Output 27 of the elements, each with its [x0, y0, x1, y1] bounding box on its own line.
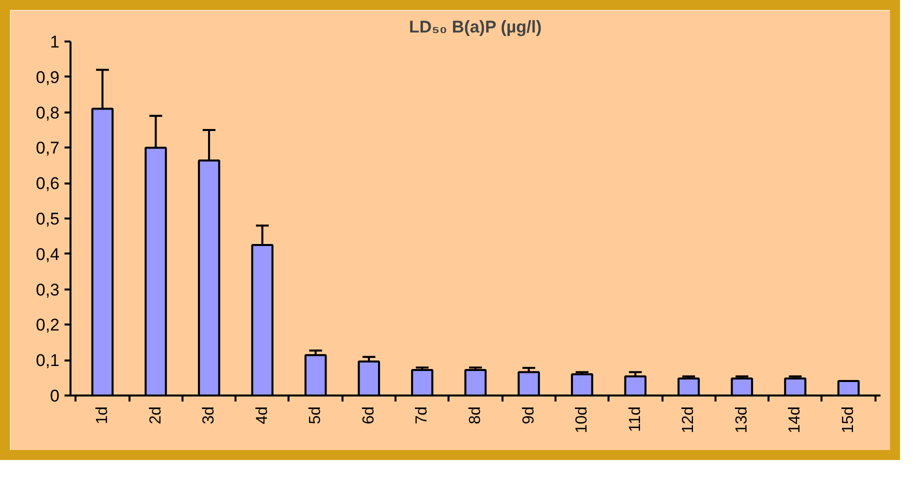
y-tick-label: 0,7	[36, 138, 60, 158]
y-tick-label: 0,6	[36, 174, 60, 194]
y-tick-label: 0,2	[36, 316, 60, 335]
y-tick-label: 0,8	[36, 103, 60, 122]
y-tick-label: 0,3	[36, 280, 60, 300]
x-tick-label: 9d	[520, 406, 538, 424]
x-tick-label: 10d	[574, 406, 591, 434]
x-tick-label: 11d	[626, 406, 644, 432]
x-tick-label: 5d	[307, 406, 324, 424]
y-tick-label: 0,4	[36, 244, 60, 264]
y-tick-label: 0,9	[36, 68, 60, 87]
x-tick-label: 13d	[733, 406, 750, 434]
x-tick-label: 12d	[680, 406, 698, 434]
x-tick-label: 8d	[467, 406, 484, 424]
x-tick-label: 6d	[360, 406, 378, 424]
y-tick-label: 0	[50, 386, 60, 406]
x-tick-label: 3d	[200, 406, 218, 424]
y-tick-label: 1	[50, 32, 60, 52]
x-tick-label: 2d	[147, 406, 164, 424]
chart-title: LD₅₀ B(a)P (µg/l)	[409, 18, 542, 36]
x-tick-label: 4d	[254, 406, 271, 424]
x-tick-label: 14d	[786, 406, 804, 434]
x-tick-label: 1d	[94, 406, 111, 424]
y-tick-label: 0,5	[36, 210, 60, 228]
x-tick-label: 7d	[414, 406, 431, 424]
x-tick-label: 15d	[840, 406, 858, 434]
y-tick-label: 0,1	[36, 351, 60, 370]
